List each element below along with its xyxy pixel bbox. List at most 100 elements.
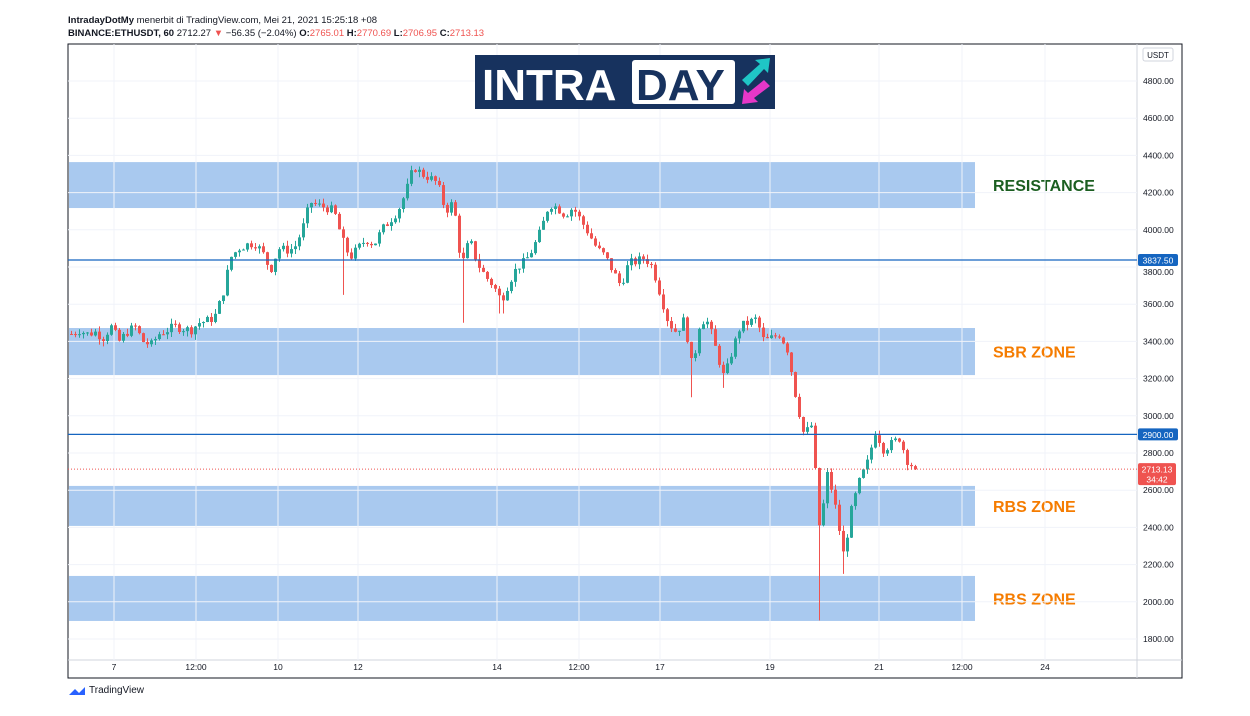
candle-body: [554, 206, 557, 209]
y-tick-label: 4000.00: [1143, 225, 1174, 235]
candle-body: [378, 232, 381, 244]
close-label: C:: [439, 28, 450, 39]
candle-body: [666, 309, 669, 322]
logo-text-right: DAY: [636, 61, 725, 110]
candle-body: [178, 324, 181, 332]
candle-body: [914, 466, 917, 470]
candle-body: [674, 328, 677, 332]
change: −56.35 (−2.04%): [225, 28, 297, 39]
candle-body: [630, 258, 633, 266]
price-tag-label: 2900.00: [1143, 430, 1174, 440]
candle-body: [286, 245, 289, 254]
candle-body: [218, 301, 221, 314]
currency-label: USDT: [1147, 51, 1169, 60]
candle-body: [270, 264, 273, 272]
candle-body: [342, 229, 345, 238]
y-tick-label: 2600.00: [1143, 485, 1174, 495]
candle-body: [382, 224, 385, 233]
candle-body: [366, 242, 369, 244]
candle-body: [902, 441, 905, 451]
candle-body: [198, 323, 201, 327]
candle-body: [258, 246, 261, 249]
candle-body: [890, 440, 893, 451]
candle-body: [846, 537, 849, 552]
candle-body: [426, 176, 429, 180]
candle-body: [274, 258, 277, 272]
candle-body: [670, 321, 673, 329]
candle-body: [578, 211, 581, 217]
candle-body: [486, 271, 489, 279]
candle-body: [190, 327, 193, 335]
candle-body: [298, 237, 301, 247]
candle-body: [910, 464, 913, 467]
zone-label: SBR ZONE: [993, 345, 1076, 362]
x-tick-label: 24: [1040, 662, 1050, 672]
candle-body: [522, 258, 525, 269]
author[interactable]: IntradayDotMy: [68, 15, 134, 26]
candle-body: [334, 205, 337, 214]
candle-body: [894, 438, 897, 441]
candle-body: [598, 245, 601, 249]
y-tick-label: 3400.00: [1143, 336, 1174, 346]
candle-body: [614, 270, 617, 274]
x-tick-label: 12:00: [568, 662, 590, 672]
chart-frame: [67, 43, 1183, 679]
candle-body: [646, 259, 649, 264]
current-price-tag: [1138, 463, 1176, 486]
candle-body: [754, 317, 757, 319]
candle-body: [478, 259, 481, 268]
x-tick-label: 14: [492, 662, 502, 672]
candle-body: [430, 176, 433, 180]
candle-body: [142, 333, 145, 343]
candle-body: [874, 435, 877, 448]
candle-body: [778, 336, 781, 338]
candle-body: [242, 249, 245, 251]
candle-body: [350, 252, 353, 259]
candle-body: [818, 468, 821, 526]
tradingview-brand: TradingView: [89, 685, 145, 696]
y-tick-label: 3200.00: [1143, 374, 1174, 384]
y-tick-label: 2200.00: [1143, 560, 1174, 570]
candle-body: [758, 317, 761, 328]
candle-body: [726, 363, 729, 374]
candle-body: [202, 322, 205, 324]
candle-body: [406, 183, 409, 199]
candle-body: [702, 324, 705, 330]
candle-body: [450, 202, 453, 213]
tradingview-footer[interactable]: TradingView: [68, 685, 144, 696]
candle-body: [790, 352, 793, 373]
currency-badge[interactable]: [1142, 47, 1174, 62]
logo-text-left: INTRA: [482, 61, 616, 110]
candle-body: [870, 447, 873, 460]
candle-body: [358, 243, 361, 248]
candle-body: [234, 252, 237, 257]
candle-body: [362, 242, 365, 244]
candle-body: [530, 253, 533, 258]
candle-body: [898, 438, 901, 442]
candle-body: [494, 285, 497, 289]
candle-body: [850, 506, 853, 538]
candle-body: [722, 364, 725, 374]
candle-body: [442, 185, 445, 205]
candle-body: [206, 316, 209, 323]
candle-body: [150, 340, 153, 345]
candle-body: [742, 320, 745, 332]
candle-body: [506, 290, 509, 301]
candle-body: [326, 207, 329, 213]
candle-body: [814, 425, 817, 469]
tradingview-logo-icon: [69, 686, 85, 695]
candle-body: [90, 332, 93, 336]
candle-body: [414, 170, 417, 172]
candle-body: [374, 243, 377, 246]
candle-body: [310, 202, 313, 208]
arrow-down-icon: [742, 80, 770, 104]
candle-body: [822, 503, 825, 526]
x-tick-label: 17: [655, 662, 665, 672]
y-tick-label: 4200.00: [1143, 188, 1174, 198]
candle-body: [94, 331, 97, 336]
published-info: menerbit di TradingView.com, Mei 21, 202…: [136, 15, 378, 26]
candle-body: [794, 372, 797, 397]
x-tick-label: 21: [874, 662, 884, 672]
